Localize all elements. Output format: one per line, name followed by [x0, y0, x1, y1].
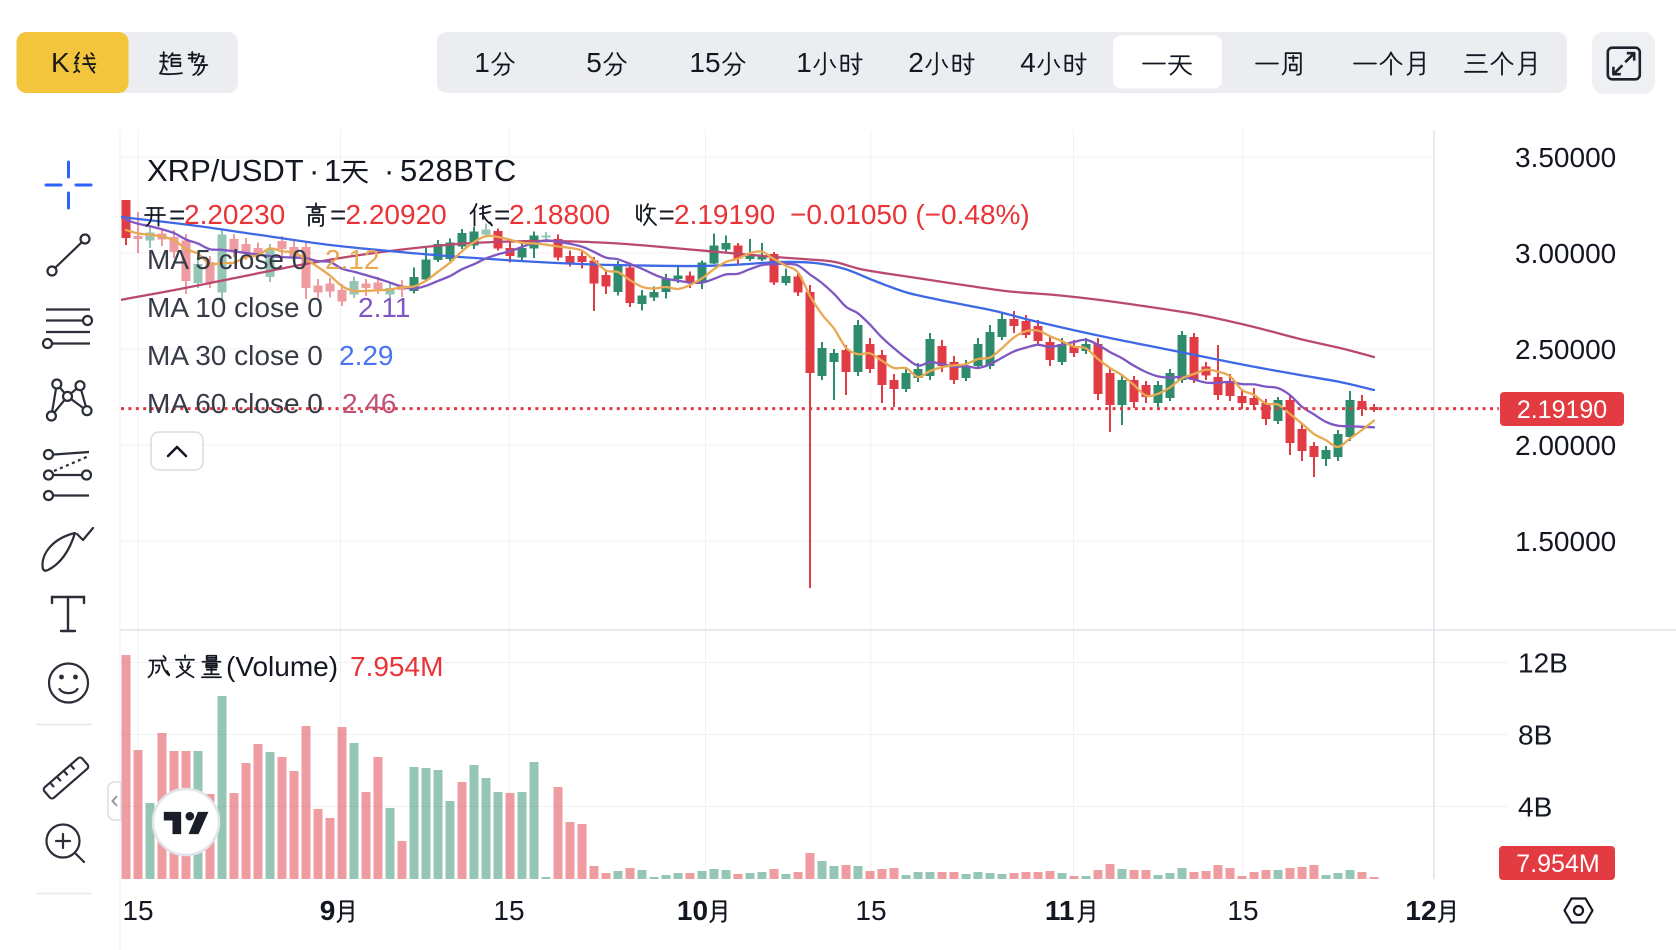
svg-text:2.46: 2.46 [342, 388, 397, 419]
svg-text:=: = [330, 199, 346, 230]
svg-text:(Volume): (Volume) [226, 651, 338, 682]
svg-text:4: 4 [1020, 47, 1036, 78]
svg-text:2.50000: 2.50000 [1515, 334, 1616, 365]
svg-text:12B: 12B [1518, 648, 1568, 679]
svg-text:3.00000: 3.00000 [1515, 238, 1616, 269]
svg-text:2.20920: 2.20920 [346, 199, 447, 230]
svg-text:2.12: 2.12 [325, 244, 380, 275]
svg-text:2.19190: 2.19190 [674, 199, 775, 230]
svg-text:1: 1 [324, 153, 341, 188]
svg-text:=: = [659, 199, 675, 230]
svg-text:=: = [494, 199, 510, 230]
svg-text:−0.01050 (−0.48%): −0.01050 (−0.48%) [790, 199, 1030, 230]
svg-text:2.29: 2.29 [339, 340, 394, 371]
svg-text:K: K [51, 47, 70, 78]
svg-text:2.00000: 2.00000 [1515, 430, 1616, 461]
svg-text:15: 15 [122, 895, 153, 926]
svg-text:·: · [309, 153, 319, 188]
svg-text:2.20230: 2.20230 [184, 199, 285, 230]
svg-text:1: 1 [474, 47, 490, 78]
svg-text:9: 9 [320, 895, 336, 926]
svg-text:MA 30 close 0: MA 30 close 0 [147, 340, 323, 371]
svg-text:2.18800: 2.18800 [509, 199, 610, 230]
svg-text:MA 5 close 0: MA 5 close 0 [147, 244, 307, 275]
svg-text:2.11: 2.11 [358, 292, 410, 323]
svg-text:11: 11 [1045, 895, 1075, 926]
svg-text:4B: 4B [1518, 792, 1552, 823]
svg-text:3.50000: 3.50000 [1515, 142, 1616, 173]
svg-text:·: · [384, 153, 394, 188]
svg-text:8B: 8B [1518, 720, 1552, 751]
svg-text:15: 15 [1227, 895, 1258, 926]
svg-text:5: 5 [586, 47, 602, 78]
svg-text:2.19190: 2.19190 [1517, 396, 1607, 424]
svg-text:15: 15 [689, 47, 720, 78]
svg-text:MA 60 close 0: MA 60 close 0 [147, 388, 323, 419]
svg-text:12: 12 [1405, 895, 1436, 926]
svg-text:2: 2 [908, 47, 924, 78]
svg-text:MA 10 close 0: MA 10 close 0 [147, 292, 323, 323]
svg-text:528BTC: 528BTC [400, 153, 517, 188]
svg-text:7.954M: 7.954M [1516, 850, 1599, 878]
svg-text:1: 1 [796, 47, 812, 78]
svg-text:15: 15 [493, 895, 524, 926]
svg-text:=: = [169, 199, 185, 230]
svg-text:15: 15 [855, 895, 886, 926]
svg-text:XRP/USDT: XRP/USDT [147, 153, 304, 188]
svg-text:7.954M: 7.954M [350, 651, 443, 682]
svg-text:10: 10 [677, 895, 708, 926]
svg-text:1.50000: 1.50000 [1515, 526, 1616, 557]
